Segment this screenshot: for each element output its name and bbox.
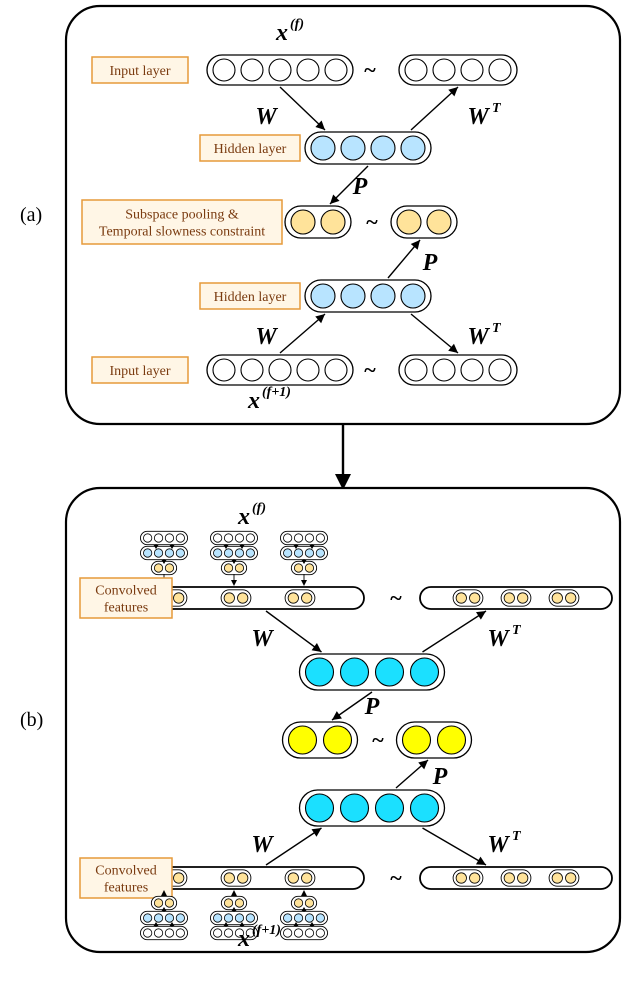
panel-b: x(f)Convolvedfeatures~WWT~PP~Convolvedfe…: [66, 488, 620, 952]
svg-text:(f+1): (f+1): [262, 385, 291, 400]
svg-text:x: x: [275, 20, 288, 46]
svg-text:T: T: [492, 321, 502, 336]
svg-text:W: W: [251, 626, 274, 652]
svg-text:Convolved: Convolved: [95, 583, 156, 598]
svg-text:W: W: [255, 324, 278, 350]
svg-text:Hidden layer: Hidden layer: [214, 290, 287, 305]
svg-text:P: P: [432, 764, 448, 790]
svg-text:W: W: [487, 832, 510, 858]
svg-text:~: ~: [372, 727, 384, 752]
svg-text:x: x: [237, 504, 250, 530]
svg-text:(f+1): (f+1): [252, 923, 281, 938]
svg-text:T: T: [492, 101, 502, 116]
svg-text:Input layer: Input layer: [109, 364, 170, 379]
svg-text:Input layer: Input layer: [109, 64, 170, 79]
svg-text:(f): (f): [252, 501, 266, 516]
svg-text:Convolved: Convolved: [95, 863, 156, 878]
svg-text:~: ~: [390, 585, 402, 610]
svg-text:W: W: [487, 626, 510, 652]
svg-text:(a): (a): [20, 204, 42, 226]
svg-text:~: ~: [390, 865, 402, 890]
svg-text:P: P: [352, 174, 368, 200]
svg-text:features: features: [104, 600, 148, 615]
svg-text:Subspace pooling &: Subspace pooling &: [125, 207, 239, 222]
svg-text:T: T: [512, 623, 522, 638]
panel-a: x(f)~Input layerHidden layerWWT~Subspace…: [66, 6, 620, 424]
svg-text:Hidden layer: Hidden layer: [214, 142, 287, 157]
svg-text:W: W: [255, 104, 278, 130]
svg-text:W: W: [251, 832, 274, 858]
svg-text:W: W: [467, 104, 490, 130]
svg-text:(f): (f): [290, 17, 304, 32]
svg-text:x: x: [237, 926, 250, 952]
svg-text:P: P: [422, 250, 438, 276]
svg-text:T: T: [512, 829, 522, 844]
svg-text:~: ~: [366, 209, 378, 234]
svg-text:Temporal slowness constraint: Temporal slowness constraint: [99, 224, 265, 239]
svg-text:x: x: [247, 388, 260, 414]
svg-text:~: ~: [364, 357, 376, 382]
svg-text:P: P: [364, 694, 380, 720]
svg-text:features: features: [104, 880, 148, 895]
down-arrow: [335, 424, 351, 490]
svg-text:W: W: [467, 324, 490, 350]
svg-text:(b): (b): [20, 709, 43, 731]
svg-text:~: ~: [364, 57, 376, 82]
